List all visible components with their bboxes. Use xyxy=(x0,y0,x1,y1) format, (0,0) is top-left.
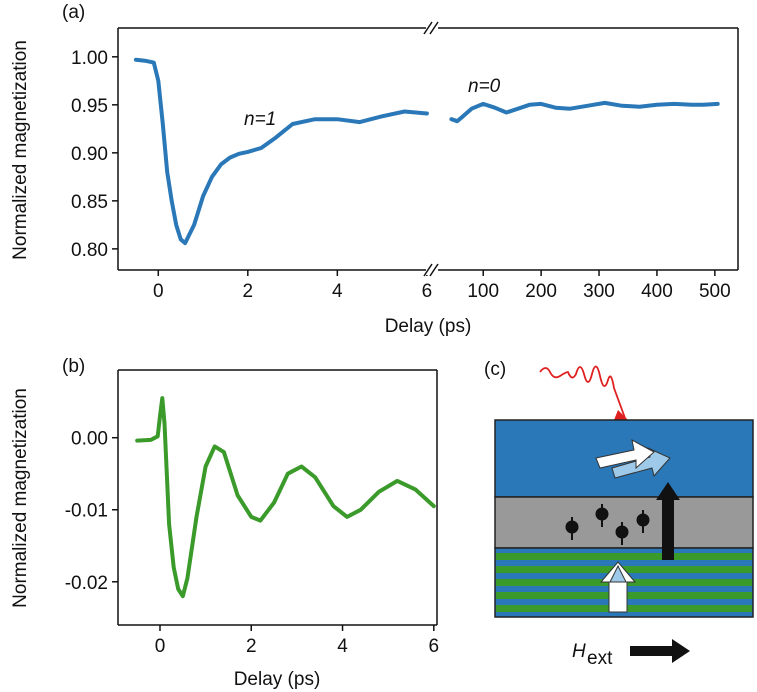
axis-break xyxy=(423,263,433,277)
bottom-arrow-head xyxy=(609,564,627,583)
y-tick-label: 0.80 xyxy=(71,240,108,261)
annotation: n=0 xyxy=(468,76,501,97)
x-axis-label: Delay (ps) xyxy=(234,669,321,690)
x-tick-label: 400 xyxy=(641,281,673,302)
x-tick-label: 2 xyxy=(243,281,254,302)
spins xyxy=(565,504,650,545)
panel-label: (a) xyxy=(62,2,85,23)
data-line xyxy=(133,57,429,246)
axis-break-gap xyxy=(426,23,438,33)
field-arrow xyxy=(630,639,690,663)
x-tick-label: 0 xyxy=(155,636,166,657)
y-tick-label: 0.90 xyxy=(71,144,108,165)
diagram: (c) H ext xyxy=(484,359,754,669)
x-tick-label: 200 xyxy=(525,281,557,302)
axis-break xyxy=(429,21,439,35)
x-axis-label: Delay (ps) xyxy=(385,316,472,337)
y-tick-label: 1.00 xyxy=(71,48,108,69)
axis-break-gap xyxy=(426,265,438,275)
laser-pulse xyxy=(539,365,626,419)
spacer-layer xyxy=(494,496,754,549)
y-tick-label: 0.95 xyxy=(71,96,108,117)
axis-break xyxy=(423,21,433,35)
spin-current-arrow xyxy=(656,482,680,560)
axis-break xyxy=(429,263,439,277)
x-tick-label: 4 xyxy=(332,281,343,302)
x-tick-label: 4 xyxy=(337,636,348,657)
x-tick-label: 300 xyxy=(583,281,615,302)
bottom-arrow xyxy=(599,561,637,613)
x-tick-label: 6 xyxy=(429,636,440,657)
panel-label: (b) xyxy=(62,356,85,377)
x-tick-label: 100 xyxy=(467,281,499,302)
x-tick-label: 6 xyxy=(422,281,433,302)
data-line xyxy=(135,396,436,599)
y-axis-label: Normalized magnetization xyxy=(10,388,31,608)
x-tick-label: 2 xyxy=(246,636,257,657)
field-subscript: ext xyxy=(587,648,613,669)
x-tick-label: 500 xyxy=(699,281,731,302)
magnetization-arrow xyxy=(595,439,655,470)
y-tick-label: 0.00 xyxy=(71,429,108,450)
annotation: n=1 xyxy=(244,109,276,130)
x-tick-label: 0 xyxy=(153,281,164,302)
panel-label: (c) xyxy=(484,359,506,380)
field-symbol: H xyxy=(572,641,586,662)
y-axis-label: Normalized magnetization xyxy=(10,40,31,260)
laser-arrowhead xyxy=(614,410,628,420)
y-tick-label: 0.85 xyxy=(71,192,108,213)
y-tick-label: -0.01 xyxy=(65,501,108,522)
y-tick-label: -0.02 xyxy=(65,573,108,594)
data-line xyxy=(449,100,720,124)
